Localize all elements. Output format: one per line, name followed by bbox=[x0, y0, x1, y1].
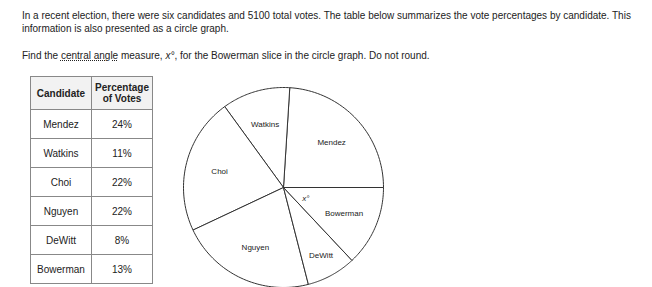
svg-text:Nguyen: Nguyen bbox=[242, 243, 270, 252]
svg-text:Watkins: Watkins bbox=[251, 120, 279, 129]
html-text:In a recent election, there we: In a recent election, there were six can… bbox=[22, 10, 631, 34]
html-text:Choi: Choi bbox=[50, 176, 72, 188]
html-text:11%: 11% bbox=[112, 147, 132, 159]
svg-text:Bowerman: Bowerman bbox=[325, 209, 363, 218]
html-text:Watkins: Watkins bbox=[43, 147, 79, 159]
svg-text:x°: x° bbox=[301, 194, 310, 203]
svg-text:DeWitt: DeWitt bbox=[309, 251, 334, 260]
html-text:22%: 22% bbox=[112, 205, 132, 217]
html-text:Bowerman: Bowerman bbox=[37, 263, 85, 275]
html-text:Percentage of Votes: Percentage of Votes bbox=[95, 82, 149, 104]
html-text:DeWitt: DeWitt bbox=[46, 234, 76, 246]
html-text:Find the central angle measure: Find the central angle measure, x°, for … bbox=[22, 50, 430, 61]
html-text:Candidate: Candidate bbox=[36, 87, 86, 99]
svg-text:Choi: Choi bbox=[211, 167, 228, 176]
html-text:13%: 13% bbox=[112, 263, 132, 275]
html-text:Nguyen: Nguyen bbox=[43, 205, 79, 217]
html-text:Mendez: Mendez bbox=[43, 118, 79, 130]
html-text:24%: 24% bbox=[112, 118, 132, 130]
svg-text:Mendez: Mendez bbox=[317, 138, 345, 147]
html-text:22%: 22% bbox=[112, 176, 132, 188]
html-text:8%: 8% bbox=[114, 234, 130, 246]
